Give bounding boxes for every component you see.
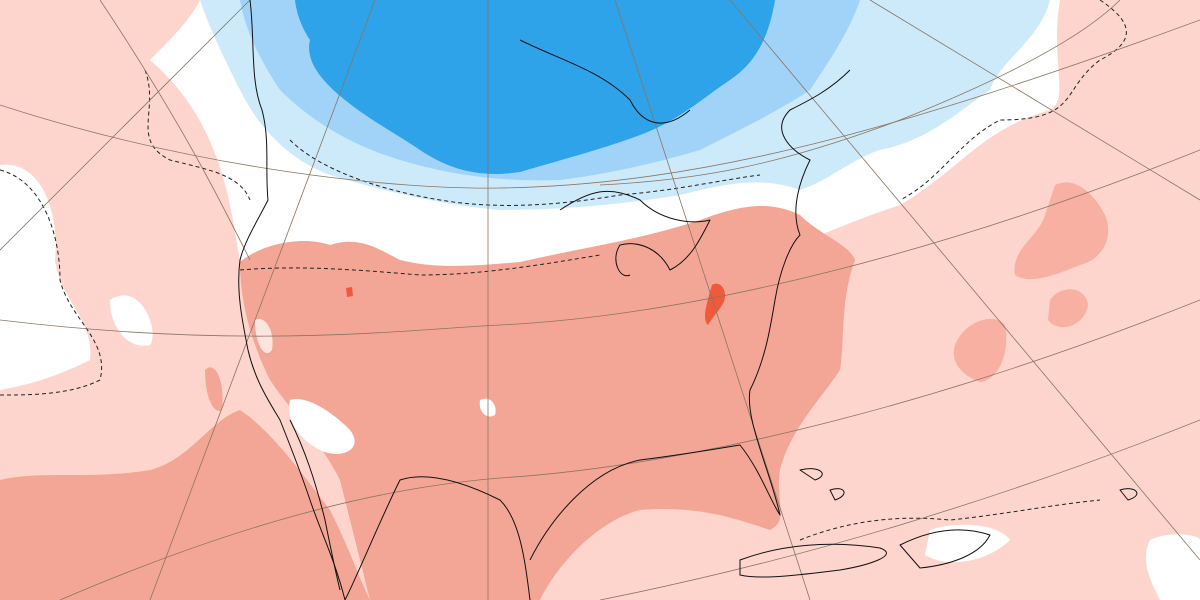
meridian (869, 0, 1200, 201)
meridian (0, 0, 251, 251)
warm-anomaly (240, 205, 855, 600)
warm-anomaly-strong (346, 287, 353, 297)
latitude-line (59, 299, 1200, 600)
latitude-line (99, 0, 251, 261)
warm-anomaly (0, 410, 370, 600)
neutral-area (0, 164, 91, 390)
contour (0, 169, 103, 396)
cold-anomaly-strong (295, 0, 775, 174)
meridian (614, 0, 811, 600)
island (739, 543, 887, 578)
coastline (519, 39, 691, 124)
warm-anomaly-strong (705, 283, 726, 325)
island (799, 468, 1138, 501)
warm-anomaly (205, 367, 223, 411)
meridian (149, 0, 376, 600)
coastline (289, 419, 341, 591)
warm-anomaly (1014, 182, 1109, 280)
meridian (729, 0, 1200, 561)
neutral-area (110, 295, 153, 346)
coastline (344, 476, 531, 600)
coastline (529, 69, 851, 561)
island (899, 529, 991, 569)
latitude-line (599, 0, 1121, 186)
coastline (238, 0, 346, 600)
warm-anomaly (1048, 289, 1088, 328)
contour (289, 139, 761, 206)
latitude-line (0, 149, 1200, 337)
neutral-area (1145, 534, 1200, 600)
warm-anomaly (953, 318, 1007, 382)
latitude-line (0, 19, 1200, 189)
coastline (559, 190, 711, 277)
neutral-area (289, 399, 355, 454)
contour (899, 0, 1127, 201)
latitude-line (599, 419, 1200, 600)
